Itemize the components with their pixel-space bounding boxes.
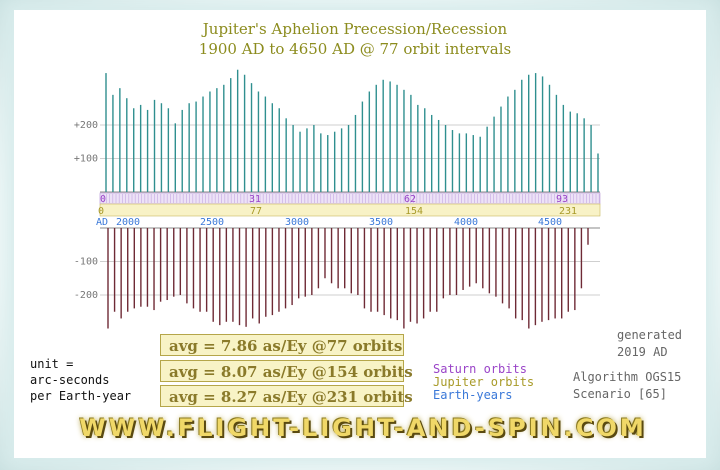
- year-tick-label: 3500: [369, 217, 393, 228]
- axis-bands: [99, 191, 601, 229]
- tick-labels: +200 +100 -100 -200 0 31 62 93 0 77 154 231 AD 2000 25…: [74, 120, 577, 301]
- legend-jupiter: Jupiter orbits: [433, 375, 535, 389]
- unit-line-3: per Earth-year: [30, 389, 132, 403]
- avg-box-77: avg = 7.86 as/Ey @77 orbits: [160, 334, 404, 356]
- saturn-tick-label: 93: [556, 194, 568, 205]
- algorithm-line: Algorithm OGS15: [573, 370, 682, 384]
- chart-subtitle: 1900 AD to 4650 AD @ 77 orbit intervals: [199, 40, 511, 58]
- gridlines: [100, 124, 600, 296]
- saturn-orbits-band: [99, 192, 601, 205]
- y-tick-label: -100: [74, 257, 98, 268]
- year-tick-label: 4500: [538, 217, 562, 228]
- legend-saturn: Saturn orbits: [433, 362, 527, 376]
- saturn-tick-label: 62: [404, 194, 416, 205]
- legend-earth: Earth-years: [433, 388, 513, 402]
- chart-title: Jupiter's Aphelion Precession/Recession: [201, 20, 508, 38]
- chart-panel: [14, 10, 706, 458]
- jupiter-tick-label: 231: [559, 206, 577, 217]
- jupiter-orbits-band: [99, 203, 601, 217]
- avg-box-231: avg = 8.27 as/Ey @231 orbits: [160, 385, 413, 407]
- unit-line-2: arc-seconds: [30, 373, 110, 387]
- y-tick-label: +100: [74, 154, 98, 165]
- y-tick-label: +200: [74, 120, 98, 131]
- site-url-banner: WWW.FLIGHT-LIGHT-AND-SPIN.COM: [79, 414, 647, 442]
- unit-line-1: unit =: [30, 357, 74, 371]
- generated-line-1: generated: [617, 328, 683, 342]
- jupiter-tick-label: 154: [405, 206, 423, 217]
- year-tick-label: AD: [96, 217, 108, 228]
- generated-line-2: 2019 AD: [617, 345, 668, 359]
- saturn-tick-label: 31: [249, 194, 261, 205]
- saturn-tick-label: 0: [100, 194, 106, 205]
- jupiter-tick-label: 77: [250, 206, 262, 217]
- year-tick-label: 3000: [285, 217, 309, 228]
- bars: [105, 69, 599, 329]
- year-tick-label: 4000: [454, 217, 478, 228]
- year-tick-label: 2000: [116, 217, 140, 228]
- avg-box-154: avg = 8.07 as/Ey @154 orbits: [160, 360, 413, 382]
- jupiter-tick-label: 0: [98, 206, 104, 217]
- y-tick-label: -200: [74, 290, 98, 301]
- year-tick-label: 2500: [200, 217, 224, 228]
- scenario-line: Scenario [65]: [573, 387, 667, 401]
